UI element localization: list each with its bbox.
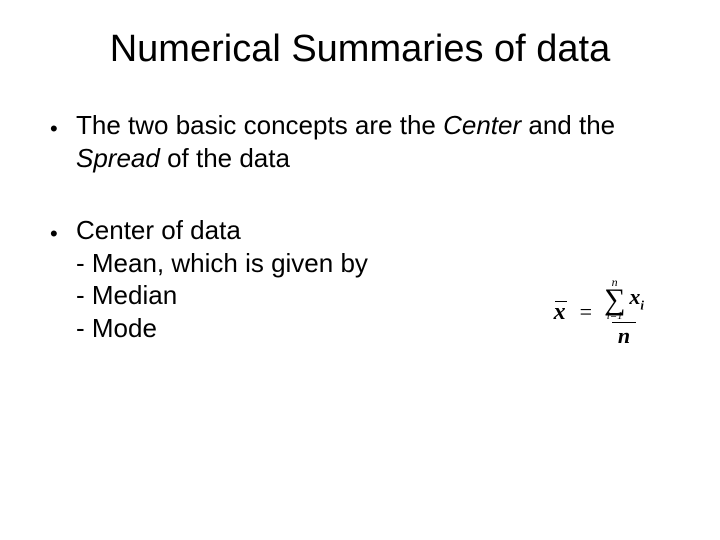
xi-sub: i	[640, 298, 644, 313]
formula-fraction: n ∑ i=1 xi n	[598, 276, 650, 347]
formula-denominator: n	[612, 322, 636, 347]
slide-title: Numerical Summaries of data	[50, 28, 670, 71]
mean-formula: x = n ∑ i=1 xi n	[554, 276, 650, 347]
slide: Numerical Summaries of data The two basi…	[0, 0, 720, 540]
sigma-icon: n ∑ i=1	[604, 276, 625, 322]
bullet-dot-icon	[50, 214, 76, 344]
formula-xi: xi	[629, 286, 644, 311]
sum-lower: i=1	[607, 311, 623, 322]
text-prefix: The two basic concepts are the	[76, 110, 443, 140]
center-heading: Center of data	[76, 214, 670, 247]
text-spread-italic: Spread	[76, 143, 160, 173]
bullet-concepts-text: The two basic concepts are the Center an…	[76, 109, 670, 174]
bullet-dot-icon	[50, 109, 76, 174]
center-mean-line: - Mean, which is given by	[76, 247, 670, 280]
text-center-italic: Center	[443, 110, 521, 140]
bullet-concepts: The two basic concepts are the Center an…	[50, 109, 670, 174]
sigma-glyph: ∑	[604, 286, 625, 313]
text-mid: and the	[521, 110, 615, 140]
xi-base: x	[629, 284, 640, 309]
formula-xbar: x	[554, 300, 566, 324]
formula-numerator: n ∑ i=1 xi	[598, 276, 650, 322]
formula-equals: =	[580, 301, 592, 323]
text-suffix: of the data	[160, 143, 290, 173]
